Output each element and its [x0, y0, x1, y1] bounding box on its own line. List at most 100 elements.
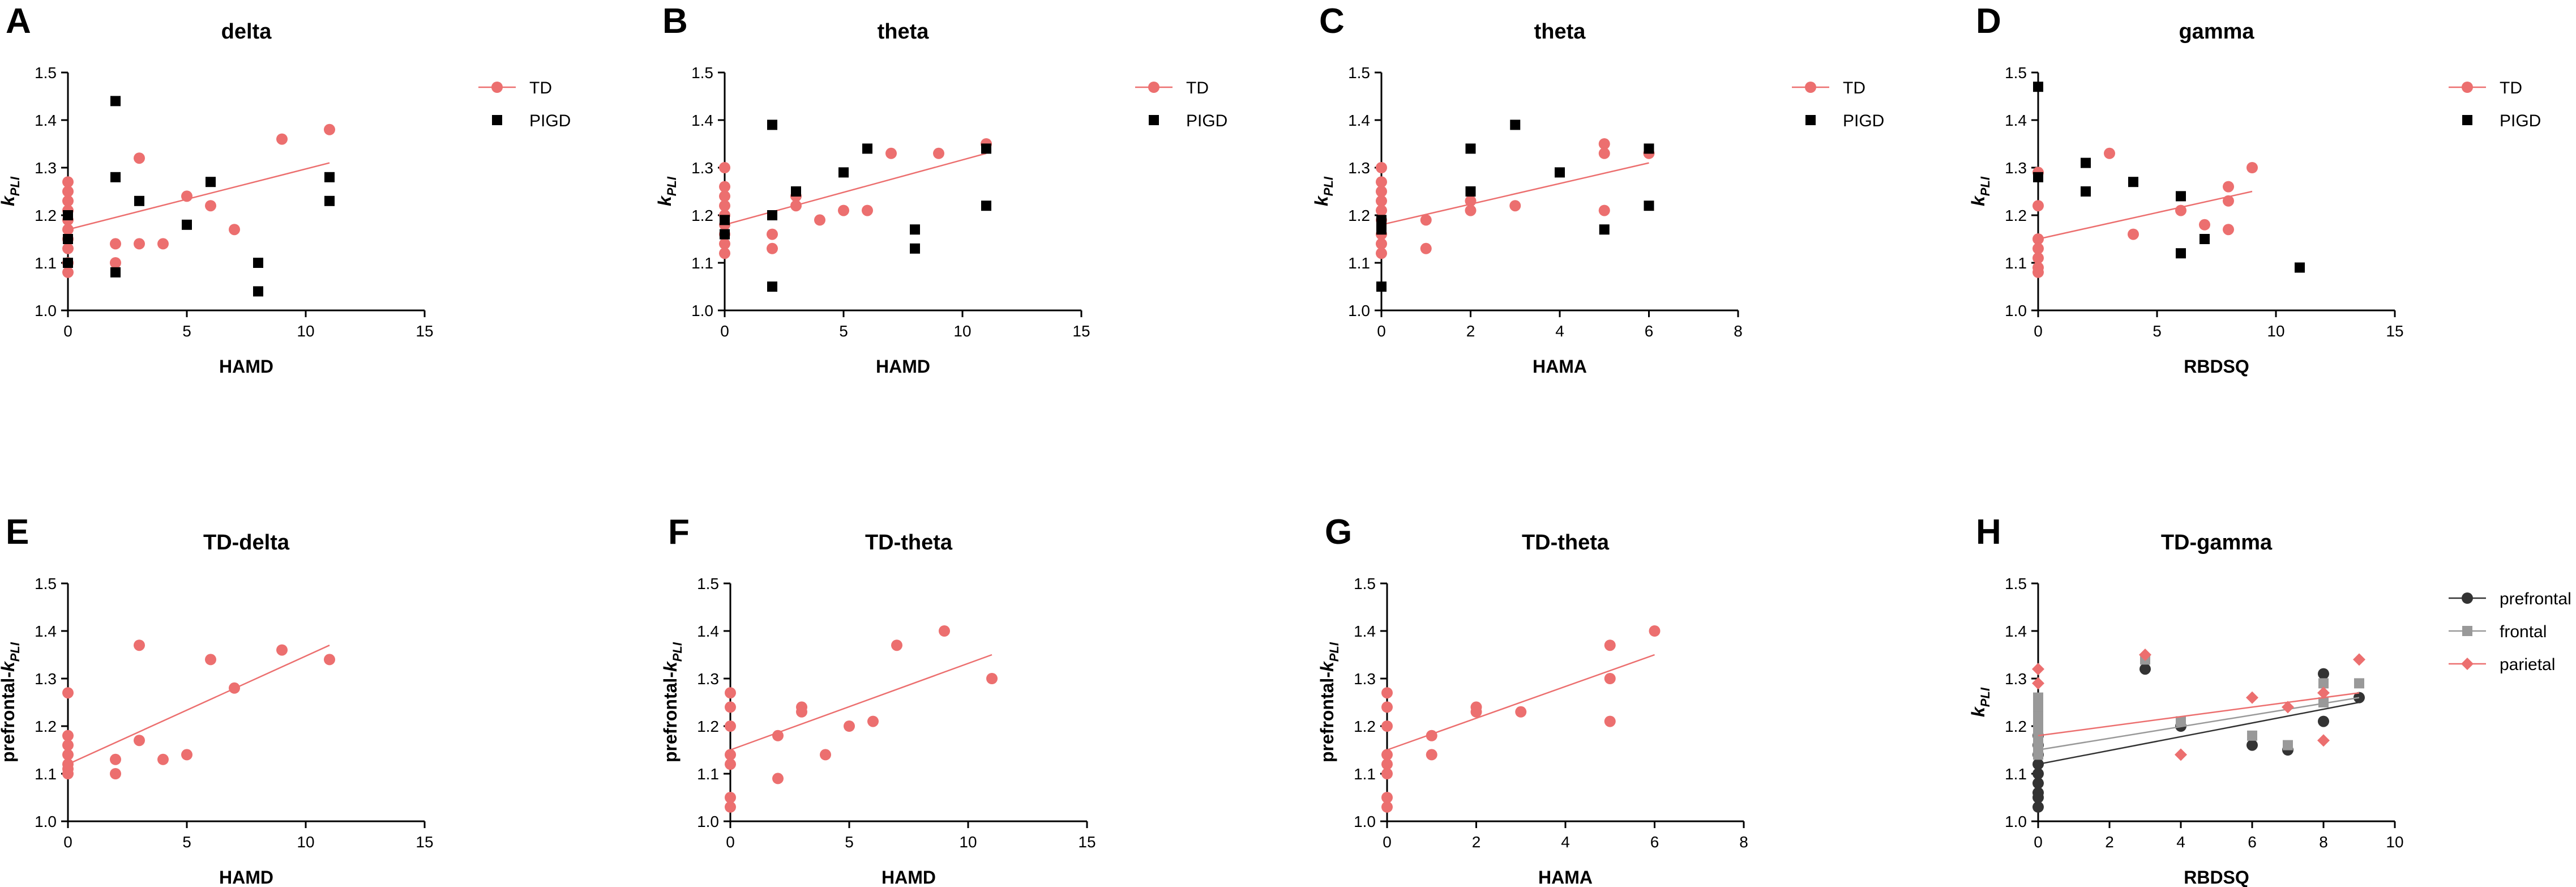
panel-f-point-td: [725, 801, 736, 813]
ylabel-sub: PLI: [665, 176, 679, 196]
panel-c-title: theta: [1534, 20, 1586, 44]
panel-b-point-pigd: [791, 186, 801, 197]
panel-g-point-td: [1381, 749, 1393, 761]
panel-b-point-pigd: [862, 143, 872, 154]
panel-g-xtick-label: 8: [1739, 833, 1748, 851]
panel-b-ytick-label: 1.4: [691, 112, 713, 129]
panel-f-point-td: [986, 673, 998, 684]
panel-c-y-axis-title: kPLI: [1311, 176, 1336, 206]
panel-c-point-pigd: [1376, 282, 1387, 292]
ylabel-prefix: prefrontal-: [1317, 672, 1337, 762]
panel-a-ytick-label: 1.1: [35, 254, 57, 272]
ylabel-main: k: [1968, 195, 1988, 206]
panel-g-point-td: [1515, 706, 1527, 718]
panel-g-ytick-label: 1.5: [1354, 575, 1376, 592]
panel-e-xtick-label: 0: [63, 833, 72, 851]
panel-b-fit-line-td: [724, 152, 987, 226]
panel-a-xtick-label: 0: [63, 322, 72, 340]
panel-b-point-pigd: [767, 210, 777, 220]
panel-d-fit-line-td: [2038, 190, 2253, 240]
panel-c-point-td: [1376, 195, 1387, 207]
panel-a-point-td: [157, 238, 169, 250]
panel-g-ytick-label: 1.3: [1354, 670, 1376, 688]
panel-h-point-prefrontal: [2032, 792, 2044, 803]
panel-f-point-td: [725, 720, 736, 732]
panel-e-point-td: [157, 753, 169, 765]
panel-d-point-td: [2032, 242, 2044, 254]
ylabel-main: k: [0, 195, 18, 206]
panel-c-point-td: [1420, 214, 1432, 226]
panel-d-point-td: [2032, 266, 2044, 278]
panel-c-xtick-label: 0: [1377, 322, 1386, 340]
panel-g-point-td: [1381, 687, 1393, 699]
panel-c-point-td: [1420, 242, 1432, 254]
panel-f-xtick-label: 10: [959, 833, 977, 851]
panel-d-series-pigd: [2033, 82, 2305, 273]
panel-c-point-pigd: [1376, 224, 1387, 235]
panel-g-point-td: [1426, 730, 1437, 741]
legend-label-pigd: PIGD: [529, 112, 571, 130]
panel-c-point-td: [1376, 248, 1387, 259]
panel-a-point-pigd: [324, 195, 335, 206]
panel-b-letter: B: [662, 2, 688, 41]
panel-a-ytick-label: 1.0: [35, 302, 57, 319]
panel-f-point-td: [939, 625, 950, 637]
legend-label-frontal: frontal: [2500, 622, 2547, 641]
panel-e-point-td: [62, 749, 74, 761]
panel-b-point-pigd: [981, 143, 991, 154]
legend-label-parietal: parietal: [2500, 655, 2555, 674]
panel-h-ytick-label: 1.0: [2005, 813, 2027, 830]
panel-d-point-td: [2104, 147, 2115, 159]
panel-f-ytick-label: 1.3: [697, 670, 719, 688]
panel-e-point-td: [110, 768, 121, 779]
panel-e-ytick-label: 1.2: [35, 718, 57, 735]
panel-f-ytick-label: 1.2: [697, 718, 719, 735]
panel-d-xtick-label: 0: [2034, 322, 2043, 340]
panel-b-point-td: [719, 248, 730, 259]
panel-a-ytick-label: 1.2: [35, 207, 57, 224]
ylabel-sub: PLI: [1327, 642, 1341, 662]
panel-f-point-td: [725, 701, 736, 713]
panel-b-y-axis-title: kPLI: [654, 176, 679, 206]
panel-g-letter: G: [1325, 513, 1352, 552]
ylabel-main: k: [1317, 660, 1337, 672]
panel-a-point-pigd: [134, 195, 144, 206]
panel-e-point-td: [62, 687, 74, 699]
panel-a-point-pigd: [63, 234, 73, 244]
panel-g-point-td: [1381, 701, 1393, 713]
panel-d-point-td: [2032, 233, 2044, 245]
panel-g-point-td: [1604, 715, 1616, 727]
panel-h-point-frontal: [2318, 678, 2329, 689]
panel-h-xtick-label: 2: [2105, 833, 2114, 851]
panel-h-ytick-label: 1.5: [2005, 575, 2027, 592]
legend-marker-pigd: [1149, 115, 1159, 125]
panel-a-point-pigd: [253, 286, 263, 297]
panel-d-ytick-label: 1.5: [2005, 64, 2027, 82]
panel-c-point-pigd: [1510, 120, 1521, 130]
panel-a-point-td: [181, 190, 192, 202]
panel-e-ytick-label: 1.3: [35, 670, 57, 688]
panel-d-point-pigd: [2033, 172, 2043, 182]
panel-b-point-pigd: [910, 224, 920, 235]
panel-b-xtick-label: 0: [720, 322, 729, 340]
legend-marker-pigd: [492, 115, 502, 125]
panel-d-ytick-label: 1.1: [2005, 254, 2027, 272]
ylabel-sub: PLI: [8, 176, 22, 196]
panel-d-y-axis-title: kPLI: [1968, 176, 1992, 206]
panel-b-point-td: [790, 200, 802, 212]
panel-a-point-td: [134, 238, 145, 250]
panel-h-point-frontal: [2033, 692, 2043, 703]
panel-h-point-prefrontal: [2032, 758, 2044, 770]
ylabel-sub: PLI: [1978, 687, 1992, 707]
panel-h-title: TD-gamma: [2161, 531, 2273, 555]
panel-f-fit-line-td: [730, 654, 992, 751]
panel-h-fit-line-frontal: [2038, 697, 2360, 751]
panel-a-point-td: [62, 176, 74, 188]
panel-f-xtick-label: 5: [845, 833, 854, 851]
legend-label-pigd: PIGD: [1186, 112, 1227, 130]
panel-e-ytick-label: 1.0: [35, 813, 57, 830]
legend-label-td: TD: [1843, 79, 1865, 97]
panel-a-point-td: [205, 200, 216, 212]
panel-b-point-pigd: [981, 201, 991, 211]
